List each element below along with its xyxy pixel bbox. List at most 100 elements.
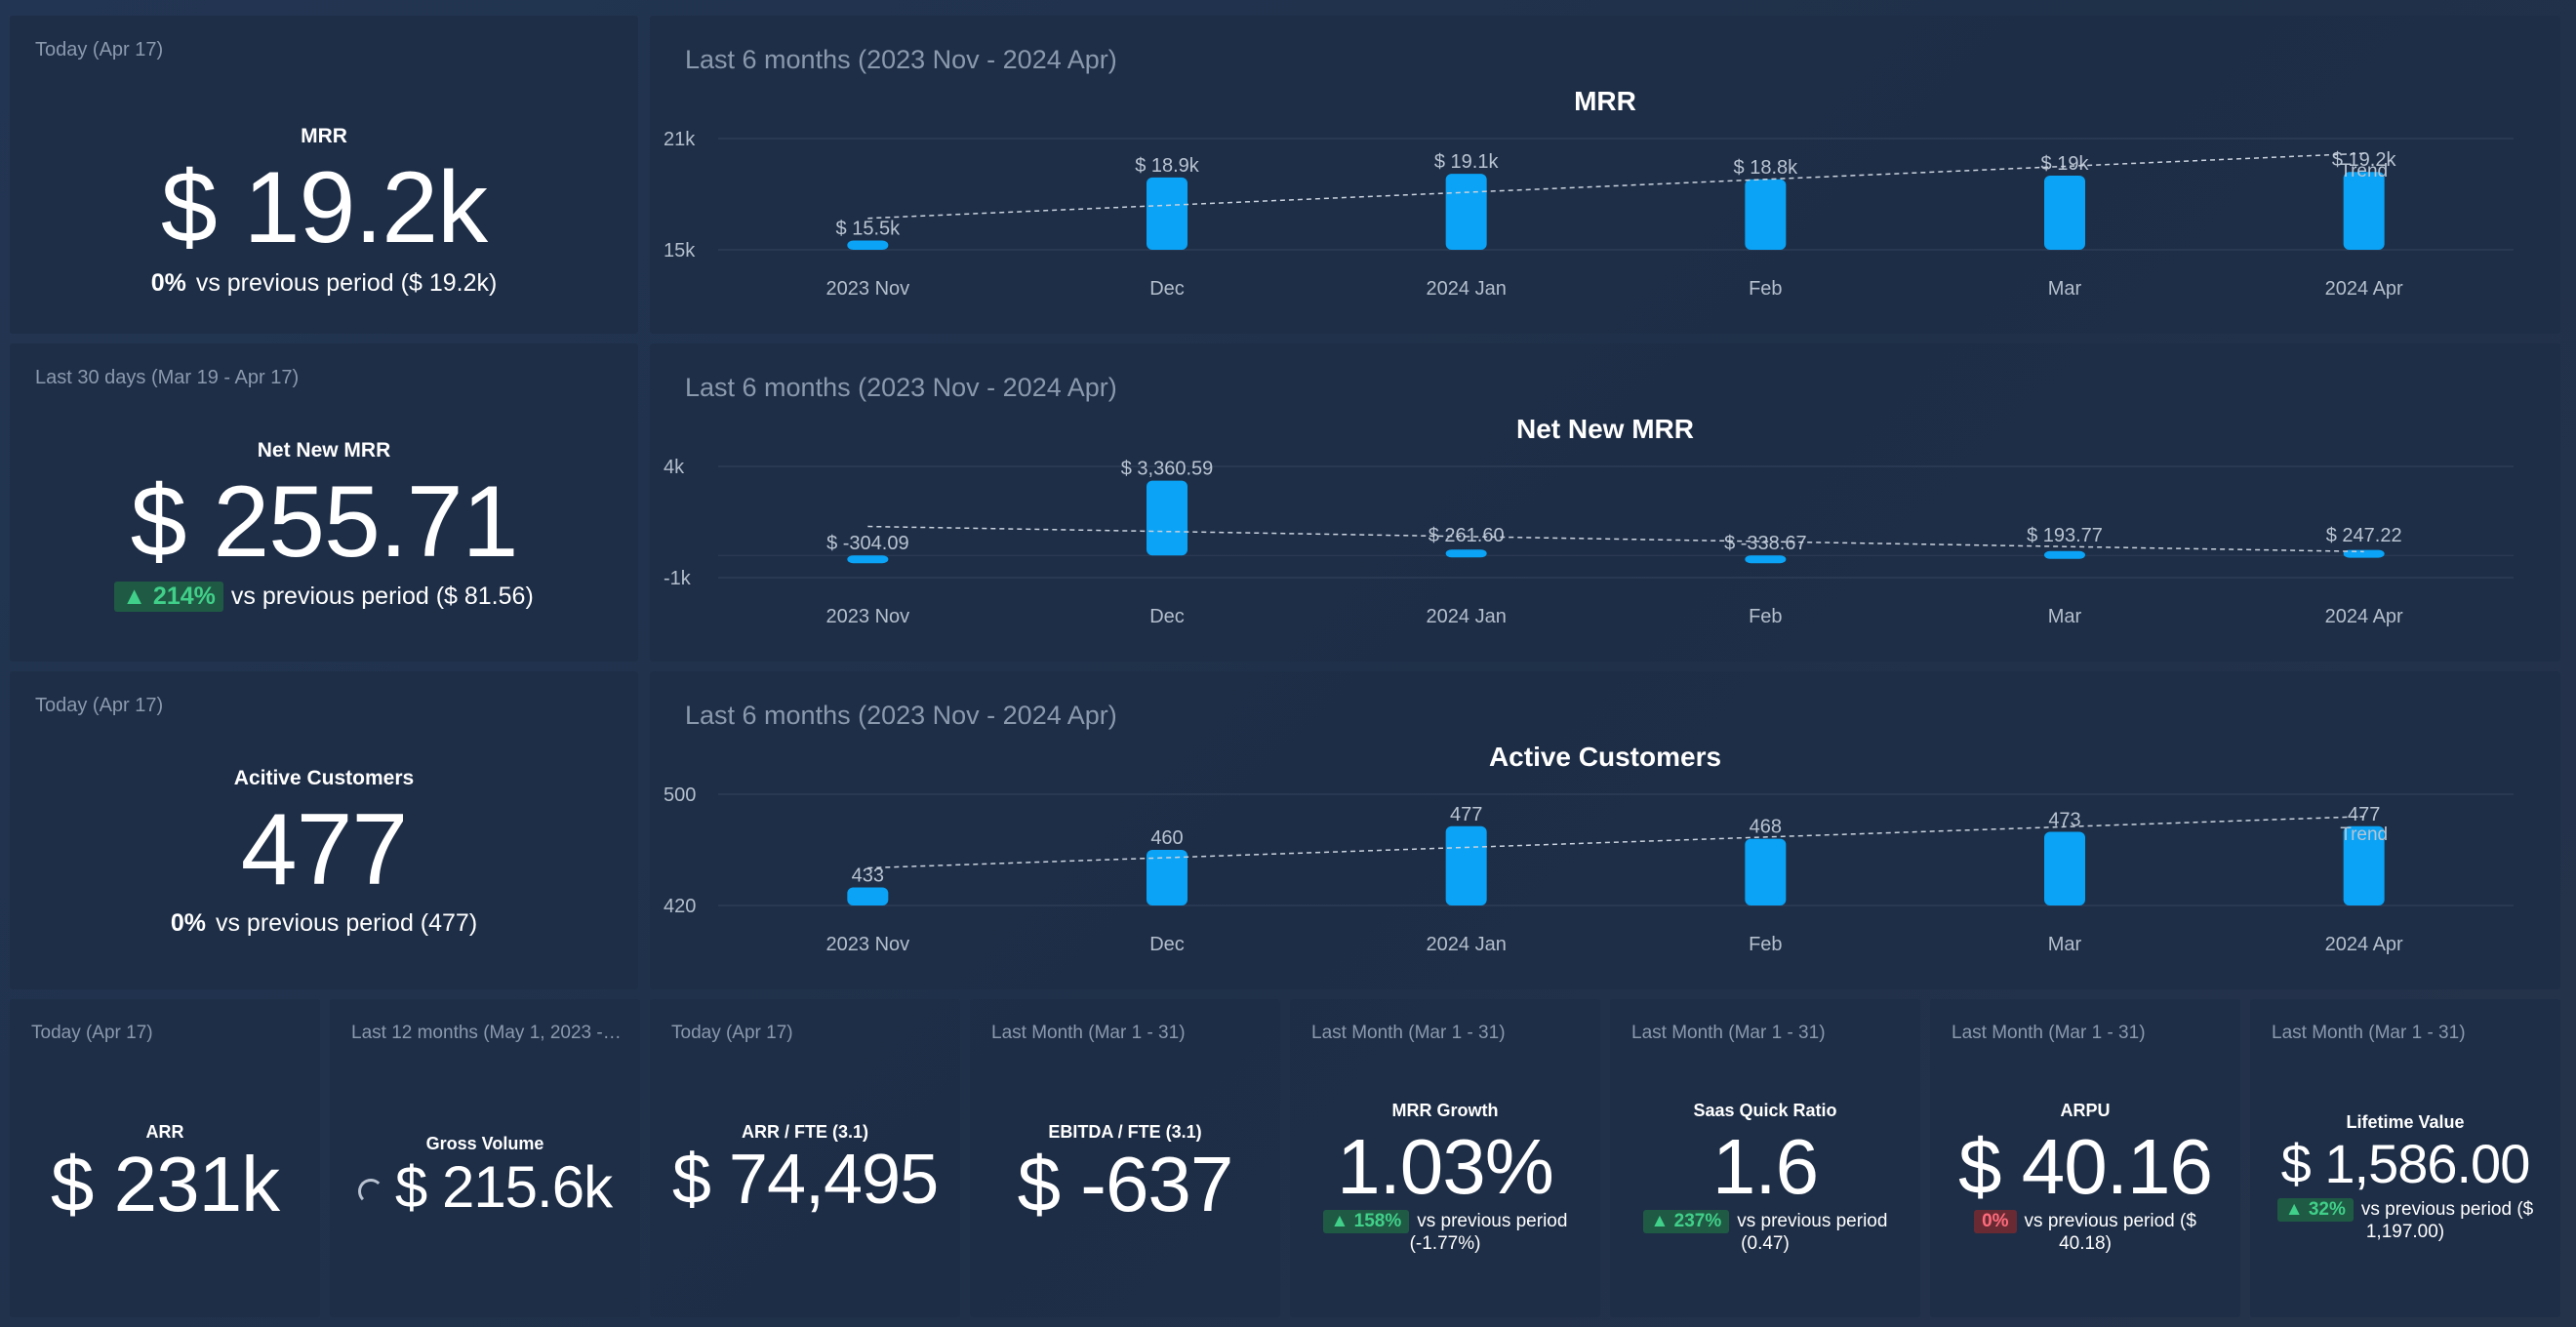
x-tick-label: Dec bbox=[1149, 278, 1185, 300]
chart-title: Net New MRR bbox=[1515, 414, 1694, 444]
kpi-value-text: 1.03% bbox=[1337, 1123, 1554, 1210]
x-tick-label: Dec bbox=[1149, 606, 1185, 627]
kpi-comparison: 0% vs previous period ($ 40.18) bbox=[1930, 1210, 2240, 1255]
x-tick-label: Dec bbox=[1149, 934, 1185, 955]
data-label: $ 15.5k bbox=[836, 219, 902, 240]
small-kpi-card[interactable]: Last Month (Mar 1 - 31) Lifetime Value $ 1… bbox=[2250, 999, 2560, 1317]
kpi-title: ARPU bbox=[2060, 1101, 2111, 1120]
compare-text: vs previous period ($ bbox=[2024, 1211, 2196, 1231]
data-label: $ 19.2k bbox=[2332, 149, 2397, 171]
bar[interactable] bbox=[2343, 172, 2385, 250]
bar[interactable] bbox=[2044, 550, 2085, 559]
loading-spinner-icon bbox=[357, 1179, 383, 1205]
bar[interactable] bbox=[1445, 825, 1487, 905]
kpi-title: ARR / FTE (3.1) bbox=[741, 1122, 868, 1142]
x-tick-label: Feb bbox=[1749, 606, 1782, 627]
trend-line bbox=[867, 816, 2364, 869]
data-label: 473 bbox=[2048, 809, 2080, 830]
kpi-title: Lifetime Value bbox=[2346, 1112, 2465, 1132]
kpi-value-text: 1.6 bbox=[1711, 1123, 1819, 1210]
change-percent: 0% bbox=[150, 269, 186, 297]
bar[interactable] bbox=[1147, 480, 1187, 556]
kpi-value: $ 1,586.00 bbox=[2250, 1132, 2560, 1195]
mrr-chart-card[interactable]: Last 6 months (2023 Nov - 2024 Apr) MRR … bbox=[650, 16, 2560, 334]
kpi-value: 1.03% bbox=[1290, 1122, 1600, 1212]
active-customers-bar-chart: 500 420 433 2023 Nov 460 Dec 477 2024 Jan 468 Feb… bbox=[664, 784, 2514, 955]
mrr-kpi-card[interactable]: Today (Apr 17) MRR $ 19.2k 0% vs previous… bbox=[10, 16, 638, 334]
x-tick-label: 2024 Jan bbox=[1427, 278, 1507, 300]
x-tick-label: Feb bbox=[1749, 934, 1782, 955]
bar[interactable] bbox=[2044, 831, 2085, 905]
x-tick-label: 2023 Nov bbox=[826, 934, 910, 955]
x-tick-label: Mar bbox=[2048, 278, 2082, 300]
kpi-value-text: $ 40.16 bbox=[1958, 1123, 2213, 1210]
bar[interactable] bbox=[1445, 549, 1487, 558]
small-kpi-card[interactable]: Last Month (Mar 1 - 31) ARPU $ 40.16 0% vs p… bbox=[1930, 999, 2240, 1317]
kpi-value: 1.6 bbox=[1610, 1122, 1920, 1212]
kpi-title: Saas Quick Ratio bbox=[1693, 1101, 1837, 1120]
small-kpi-card[interactable]: Today (Apr 17) ARR $ 231k bbox=[10, 999, 320, 1317]
kpi-value: $ 74,495 bbox=[650, 1140, 960, 1220]
bar[interactable] bbox=[847, 555, 889, 564]
small-kpi-card[interactable]: Last Month (Mar 1 - 31) MRR Growth 1.03% ▲ … bbox=[1290, 999, 1600, 1317]
kpi-value-text: $ 74,495 bbox=[671, 1141, 939, 1219]
period-label: Last Month (Mar 1 - 31) bbox=[1952, 1023, 2146, 1043]
bar[interactable] bbox=[2044, 176, 2085, 250]
net-new-mrr-kpi-card[interactable]: Last 30 days (Mar 19 - Apr 17) Net New M… bbox=[10, 343, 638, 662]
kpi-value: $ 231k bbox=[10, 1140, 320, 1229]
trend-label: Trend bbox=[2340, 161, 2388, 181]
data-label: $ 18.8k bbox=[1734, 157, 1799, 179]
kpi-title: EBITDA / FTE (3.1) bbox=[1048, 1122, 1202, 1142]
kpi-title: Gross Volume bbox=[425, 1134, 544, 1153]
bar[interactable] bbox=[1745, 838, 1787, 905]
bar[interactable] bbox=[1745, 555, 1787, 564]
kpi-comparison: ▲ 158% vs previous period (-1.77%) bbox=[1290, 1210, 1600, 1255]
kpi-title: Net New MRR bbox=[257, 439, 391, 462]
bar[interactable] bbox=[1445, 174, 1487, 250]
small-kpi-card[interactable]: Last 12 months (May 1, 2023 - A... Gross … bbox=[330, 999, 640, 1317]
bar[interactable] bbox=[1745, 179, 1787, 250]
compare-text: vs previous period ($ bbox=[2360, 1199, 2534, 1220]
x-tick-label: 2023 Nov bbox=[826, 278, 910, 300]
bar[interactable] bbox=[2343, 825, 2385, 905]
chart-title: MRR bbox=[1574, 86, 1636, 116]
period-label: Last Month (Mar 1 - 31) bbox=[991, 1023, 1186, 1043]
period-label: Today (Apr 17) bbox=[35, 39, 164, 60]
compare-text: vs previous period ($ 81.56) bbox=[230, 583, 534, 610]
small-kpi-card[interactable]: Today (Apr 17) ARR / FTE (3.1) $ 74,495 bbox=[650, 999, 960, 1317]
bar[interactable] bbox=[847, 887, 889, 905]
small-kpi-card[interactable]: Last Month (Mar 1 - 31) Saas Quick Ratio 1… bbox=[1610, 999, 1920, 1317]
bar[interactable] bbox=[1147, 850, 1187, 905]
chart-period-label: Last 6 months (2023 Nov - 2024 Apr) bbox=[685, 373, 1117, 402]
bar[interactable] bbox=[847, 240, 889, 251]
data-label: $ 19k bbox=[2041, 153, 2090, 175]
data-label: $ -338.67 bbox=[1724, 533, 1807, 554]
change-percent: 0% bbox=[170, 909, 206, 937]
data-label: $ 193.77 bbox=[2027, 525, 2103, 546]
x-tick-label: 2024 Apr bbox=[2325, 278, 2403, 300]
kpi-value: $ 255.71 bbox=[130, 465, 519, 579]
data-label: $ 247.22 bbox=[2326, 525, 2402, 546]
period-label: Last Month (Mar 1 - 31) bbox=[1311, 1023, 1506, 1043]
data-label: $ 18.9k bbox=[1135, 155, 1200, 177]
x-tick-label: 2023 Nov bbox=[826, 606, 910, 627]
small-kpi-card[interactable]: Last Month (Mar 1 - 31) EBITDA / FTE (3.1… bbox=[970, 999, 1280, 1317]
change-badge: ▲ 158% bbox=[1322, 1210, 1410, 1233]
data-label: 468 bbox=[1750, 817, 1782, 838]
active-customers-kpi-card[interactable]: Today (Apr 17) Acitive Customers 477 0% v… bbox=[10, 671, 638, 989]
period-label: Last Month (Mar 1 - 31) bbox=[1631, 1023, 1826, 1043]
net-new-mrr-chart-card[interactable]: Last 6 months (2023 Nov - 2024 Apr) Net … bbox=[650, 343, 2560, 662]
active-customers-chart-card[interactable]: Last 6 months (2023 Nov - 2024 Apr) Acti… bbox=[650, 671, 2560, 989]
compare-text: vs previous period bbox=[1417, 1211, 1568, 1231]
bar[interactable] bbox=[1147, 177, 1187, 250]
mrr-bar-chart: 21k 15k $ 15.5k 2023 Nov $ 18.9k Dec $ 19.1k 20… bbox=[664, 129, 2514, 300]
period-label: Today (Apr 17) bbox=[35, 695, 164, 716]
change-badge: ▲ 237% bbox=[1642, 1210, 1730, 1233]
kpi-comparison: 0% vs previous period ($ 19.2k) bbox=[10, 269, 638, 298]
kpi-value-text: $ 1,586.00 bbox=[2280, 1133, 2531, 1194]
y-tick-label: 500 bbox=[664, 784, 696, 806]
kpi-value: $ 40.16 bbox=[1930, 1122, 2240, 1212]
x-tick-label: 2024 Jan bbox=[1427, 934, 1507, 955]
y-tick-label: 4k bbox=[664, 457, 685, 478]
period-label: Today (Apr 17) bbox=[31, 1023, 153, 1043]
